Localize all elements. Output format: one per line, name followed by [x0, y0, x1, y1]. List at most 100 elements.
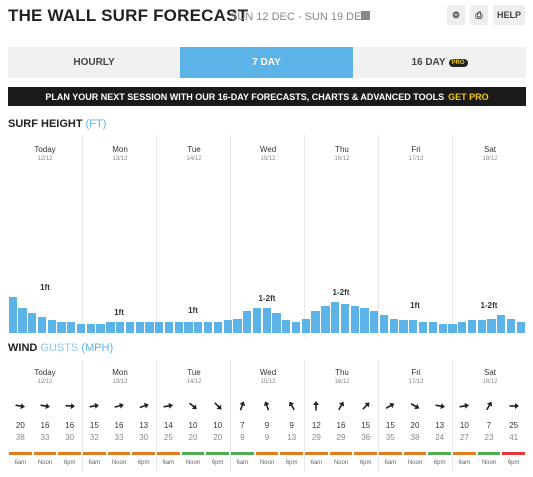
time-label: 6pm [359, 460, 372, 466]
printer-icon: ⎙ [475, 9, 483, 20]
surf-bar [8, 297, 17, 333]
surf-height-label: 1-2ft [480, 301, 498, 310]
wind-speed: 7 [240, 421, 245, 430]
calendar-icon[interactable] [361, 11, 370, 20]
wind-gust: 32 [89, 433, 99, 442]
wind-table: Today 12/12 Mon 13/12 Tue 14/12 Wed 15/12 Thu 16/… [8, 360, 526, 472]
wind-speed: 13 [435, 421, 445, 430]
wind-rating-bar [9, 452, 32, 455]
wind-gust: 27 [459, 433, 469, 442]
promo-banner[interactable]: PLAN YOUR NEXT SESSION WITH OUR 16-DAY F… [8, 87, 526, 106]
wind-rating-bar [280, 452, 303, 455]
day-column: Fri 17/12 [378, 360, 453, 472]
wind-rating-bar [477, 452, 501, 455]
wind-rating-bar [33, 452, 57, 455]
surf-bar [301, 318, 310, 333]
wind-direction-arrow-icon [386, 402, 395, 409]
surf-bar [331, 302, 340, 333]
surf-bar [477, 320, 486, 333]
wind-direction-arrow-icon [435, 403, 445, 410]
day-column: Today 12/12 [8, 135, 82, 337]
tab-7-day[interactable]: 7 DAY [180, 47, 353, 78]
surf-bar [438, 324, 447, 333]
wind-gust: 33 [40, 433, 50, 442]
wind-rating-bar [58, 452, 81, 455]
surf-bar [458, 322, 467, 333]
surf-bar [28, 313, 37, 333]
surf-bar [272, 313, 281, 333]
day-column: Thu 16/12 [304, 360, 379, 472]
day-date: 17/12 [408, 156, 424, 162]
wind-direction-arrow-icon [338, 401, 345, 411]
time-label: 6am [384, 460, 397, 466]
wind-rating-bar [329, 452, 353, 455]
surf-bar [135, 322, 144, 333]
day-name: Thu [335, 368, 349, 377]
wind-speed: 15 [385, 421, 395, 430]
wind-speed: 7 [486, 421, 492, 430]
surf-height-label: 1-2ft [332, 288, 350, 298]
surf-bar [116, 322, 125, 333]
wind-direction-arrow-icon [114, 402, 124, 409]
day-date: 12/12 [37, 156, 53, 162]
surf-bar [223, 320, 232, 333]
get-pro-link[interactable]: GET PRO [448, 91, 489, 102]
wind-gust: 9 [264, 433, 270, 442]
surf-bar [448, 324, 457, 333]
day-date: 12/12 [37, 379, 53, 385]
surf-bar [47, 320, 56, 333]
wind-direction-arrow-icon [361, 402, 370, 410]
day-date: 16/12 [334, 379, 350, 385]
day-name: Sat [483, 145, 496, 154]
wind-rating-bar [403, 452, 427, 455]
day-column: Sat 18/12 [452, 360, 527, 472]
wind-direction-arrow-icon [40, 403, 50, 410]
surf-bar [155, 322, 164, 333]
tab-16-day[interactable]: 16 DAY PRO [353, 47, 526, 78]
surf-bar [106, 322, 115, 333]
wind-rating-bar [132, 452, 155, 455]
surf-bar [497, 315, 506, 333]
wind-speed: 10 [213, 421, 223, 430]
help-button[interactable]: HELP [493, 5, 525, 25]
wind-speed: 20 [410, 421, 420, 430]
wind-gust: 20 [213, 433, 223, 442]
wind-rating-bar [502, 452, 525, 455]
wind-direction-arrow-icon [459, 402, 470, 409]
wind-speed: 9 [264, 421, 270, 430]
day-name: Mon [112, 368, 128, 377]
surf-bar [379, 315, 389, 333]
time-label: Noon [259, 460, 275, 466]
surf-bar [370, 311, 379, 333]
wind-gust: 20 [188, 433, 198, 442]
wind-rating-bar [354, 452, 377, 455]
surf-chart: Today 12/12 Mon 13/12 Tue 14/12 Wed 15/12 Thu 16/… [8, 135, 526, 337]
time-label: 6pm [63, 460, 76, 466]
surf-bar [428, 322, 438, 333]
day-name: Sat [483, 368, 496, 377]
wind-gust: 30 [65, 433, 75, 442]
surf-bar [67, 322, 76, 333]
day-name: Today [34, 145, 56, 154]
promo-text: PLAN YOUR NEXT SESSION WITH OUR 16-DAY F… [45, 91, 445, 102]
wind-direction-arrow-icon [313, 401, 320, 411]
time-label: 6am [162, 460, 175, 466]
wind-gust: 38 [410, 433, 420, 442]
tab-hourly[interactable]: HOURLY [73, 57, 115, 68]
wind-speed: 20 [15, 421, 25, 430]
day-column: Thu 16/12 [304, 135, 379, 337]
surf-bar [76, 324, 86, 333]
surf-bar [125, 322, 135, 333]
surf-height-label: 1ft [410, 301, 420, 310]
time-label: 6am [236, 460, 249, 466]
day-name: Mon [112, 145, 128, 154]
wind-direction-arrow-icon [410, 403, 420, 410]
wind-gust: 25 [163, 433, 173, 442]
day-date: 17/12 [408, 379, 424, 385]
surf-bar [487, 318, 496, 333]
settings-button[interactable]: ⚙ [447, 5, 465, 25]
print-button[interactable]: ⎙ [470, 5, 488, 25]
wind-gust: 35 [385, 433, 395, 442]
wind-direction-arrow-icon [288, 401, 295, 411]
wind-rating-bar [305, 452, 328, 455]
